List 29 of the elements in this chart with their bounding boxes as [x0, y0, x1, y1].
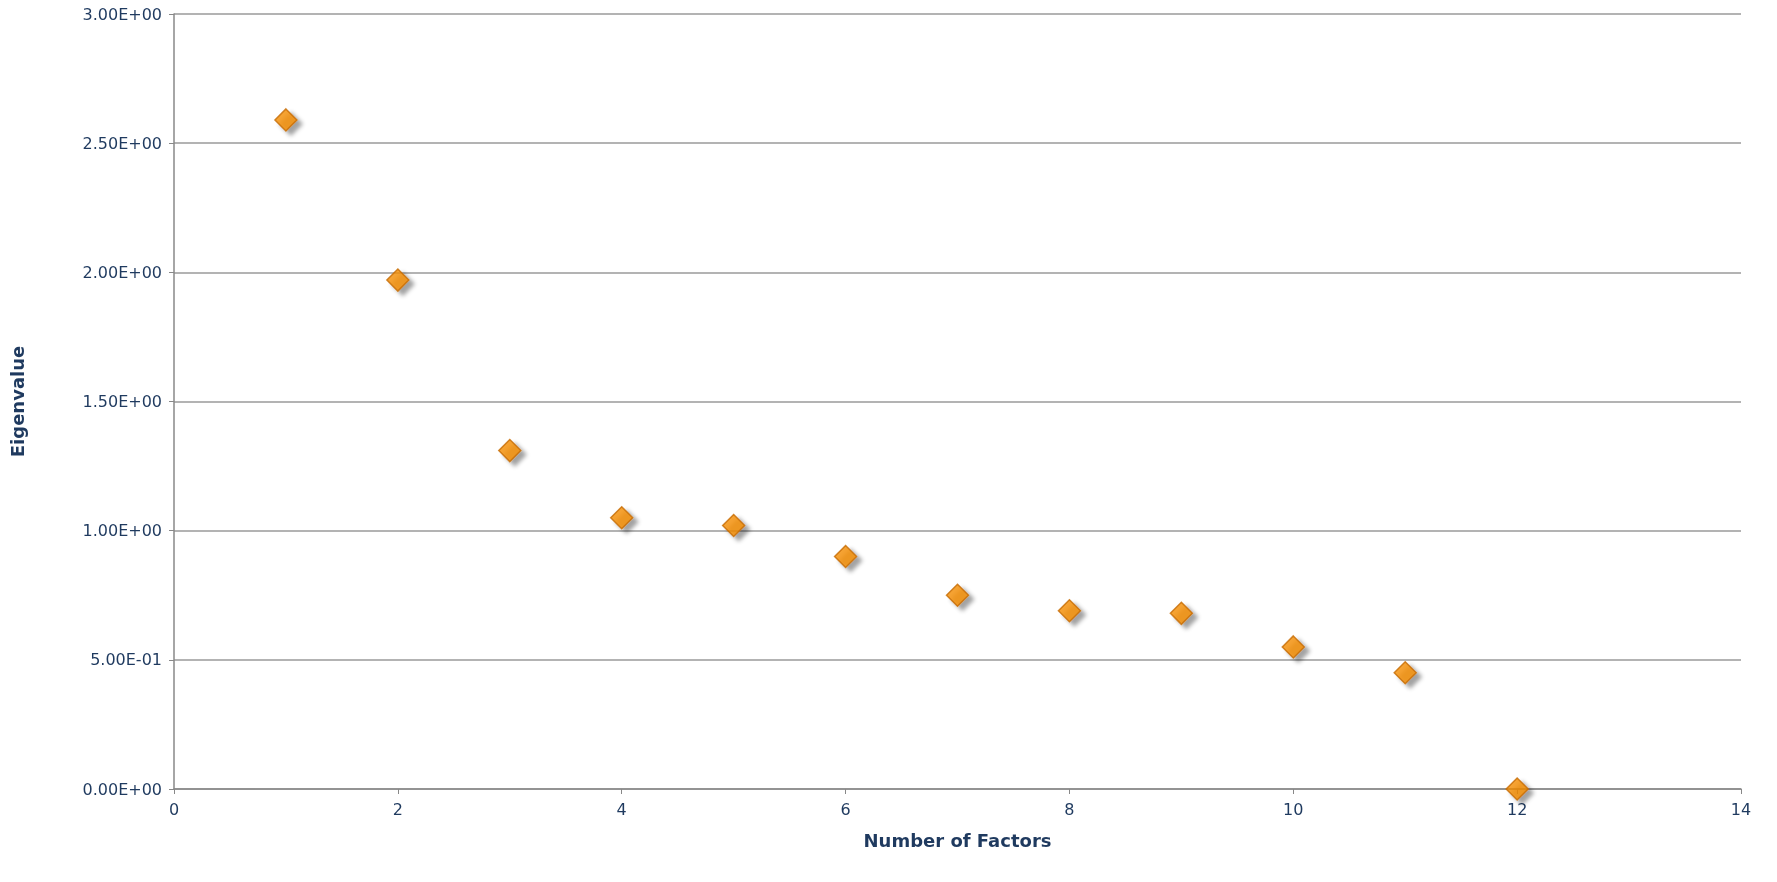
x-tick-label: 10 [1283, 799, 1304, 819]
y-tick-label: 5.00E-01 [90, 650, 162, 670]
y-tick-label: 3.00E+00 [82, 4, 162, 24]
point [386, 268, 410, 292]
y-tick-label: 0.00E+00 [82, 779, 162, 799]
point [1393, 661, 1417, 685]
point [1057, 599, 1082, 623]
y-tick-label: 2.50E+00 [82, 133, 162, 153]
point [609, 506, 634, 530]
x-tick-label: 4 [616, 799, 627, 819]
point [1169, 601, 1194, 626]
point [721, 513, 746, 538]
y-tick-label: 1.00E+00 [82, 521, 162, 541]
x-tick-label: 12 [1506, 799, 1528, 819]
point [498, 438, 522, 463]
point [1281, 635, 1306, 659]
point [833, 544, 858, 569]
point [1505, 777, 1529, 801]
y-tick-label: 1.50E+00 [82, 392, 162, 411]
y-axis-title: Eigenvalue [6, 345, 28, 458]
x-tick-label: 0 [168, 799, 180, 819]
x-tick-label: 2 [392, 799, 403, 819]
y-tick-label: 2.00E+00 [82, 262, 162, 282]
point [945, 583, 970, 607]
x-tick-label: 8 [1064, 799, 1075, 819]
point [274, 108, 298, 132]
x-axis-title: Number of Factors [863, 829, 1052, 851]
x-tick-label: 6 [840, 799, 851, 819]
x-tick-label: 14 [1730, 799, 1752, 819]
